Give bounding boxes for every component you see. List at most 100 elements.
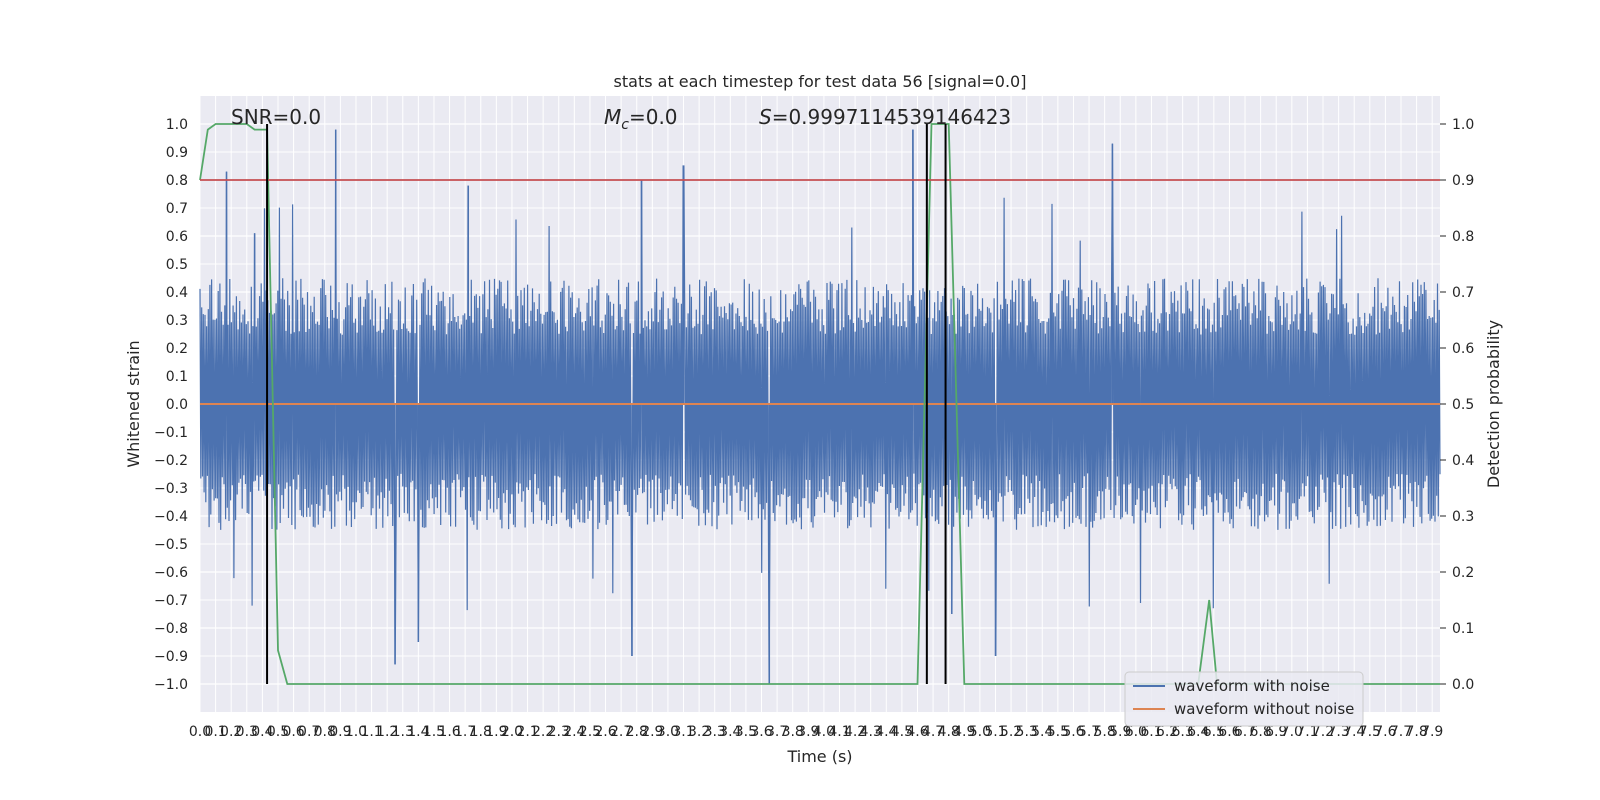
x-tick-label: 0.4 xyxy=(251,724,273,740)
x-tick-label: 5.4 xyxy=(1031,724,1053,740)
x-tick-label: 1.8 xyxy=(470,724,492,740)
y-tick-label: 0.4 xyxy=(166,285,188,301)
y-tick-label: 0.2 xyxy=(166,341,188,357)
x-tick-label: 5.9 xyxy=(1109,724,1131,740)
x-tick-label: 0.3 xyxy=(236,724,258,740)
x-tick-label: 7.9 xyxy=(1421,724,1443,740)
x-tick-label: 1.4 xyxy=(407,724,429,740)
x-tick-label: 6.5 xyxy=(1203,724,1225,740)
y-tick-label: 0.5 xyxy=(166,257,188,273)
chart-title: stats at each timestep for test data 56 … xyxy=(614,72,1027,91)
x-tick-label: 5.2 xyxy=(1000,724,1022,740)
x-tick-label: 3.9 xyxy=(797,724,819,740)
y-right-tick-label: 0.6 xyxy=(1452,341,1474,357)
legend-box xyxy=(1124,671,1364,727)
x-tick-label: 2.5 xyxy=(579,724,601,740)
x-tick-label: 2.7 xyxy=(610,724,632,740)
x-tick-label: 7.0 xyxy=(1281,724,1303,740)
x-tick-label: 2.4 xyxy=(563,724,585,740)
x-tick-label: 4.9 xyxy=(953,724,975,740)
x-tick-label: 3.1 xyxy=(672,724,694,740)
x-tick-label: 0.6 xyxy=(282,724,304,740)
x-tick-label: 2.3 xyxy=(548,724,570,740)
x-tick-label: 1.0 xyxy=(345,724,367,740)
x-tick-label: 3.2 xyxy=(688,724,710,740)
x-tick-label: 1.2 xyxy=(376,724,398,740)
x-tick-label: 0.9 xyxy=(329,724,351,740)
noise-trace xyxy=(199,129,1441,685)
x-tick-label: 7.3 xyxy=(1327,724,1349,740)
x-tick-label: 4.3 xyxy=(860,724,882,740)
x-tick-label: 5.3 xyxy=(1016,724,1038,740)
x-tick-label: 7.8 xyxy=(1405,724,1427,740)
x-tick-label: 5.6 xyxy=(1062,724,1084,740)
x-tick-label: 0.7 xyxy=(298,724,320,740)
axis-ticks: 0.00.10.20.30.40.50.60.70.80.91.01.11.21… xyxy=(154,117,1474,740)
x-tick-label: 3.3 xyxy=(704,724,726,740)
x-tick-label: 5.8 xyxy=(1094,724,1116,740)
legend-label-clean: waveform without noise xyxy=(1174,700,1354,718)
y-tick-label: 0.8 xyxy=(166,173,188,189)
x-tick-label: 5.0 xyxy=(969,724,991,740)
x-tick-label: 7.1 xyxy=(1296,724,1318,740)
x-tick-label: 7.2 xyxy=(1312,724,1334,740)
x-tick-label: 7.5 xyxy=(1359,724,1381,740)
y-tick-label: −0.9 xyxy=(154,649,188,665)
legend: waveform with noise waveform without noi… xyxy=(1124,671,1364,727)
x-tick-label: 0.1 xyxy=(204,724,226,740)
x-tick-label: 5.1 xyxy=(984,724,1006,740)
x-tick-label: 2.6 xyxy=(594,724,616,740)
x-tick-label: 4.0 xyxy=(813,724,835,740)
x-tick-label: 1.5 xyxy=(423,724,445,740)
x-tick-label: 6.0 xyxy=(1125,724,1147,740)
x-tick-label: 6.1 xyxy=(1140,724,1162,740)
x-tick-label: 4.8 xyxy=(938,724,960,740)
y-tick-label: −0.2 xyxy=(154,453,188,469)
legend-label-noise: waveform with noise xyxy=(1174,677,1330,695)
series-waveform-with-noise xyxy=(199,129,1441,685)
y-right-tick-label: 0.0 xyxy=(1452,677,1474,693)
y-axis-title: Whitened strain xyxy=(124,340,143,467)
y-tick-label: 0.7 xyxy=(166,201,188,217)
x-tick-label: 6.2 xyxy=(1156,724,1178,740)
x-tick-label: 4.4 xyxy=(875,724,897,740)
x-tick-label: 3.8 xyxy=(782,724,804,740)
x-tick-label: 4.2 xyxy=(844,724,866,740)
x-tick-label: 4.5 xyxy=(891,724,913,740)
x-tick-label: 5.7 xyxy=(1078,724,1100,740)
x-axis-title: Time (s) xyxy=(786,747,852,766)
x-tick-label: 4.7 xyxy=(922,724,944,740)
x-tick-label: 7.4 xyxy=(1343,724,1365,740)
x-tick-label: 2.0 xyxy=(501,724,523,740)
x-tick-label: 2.1 xyxy=(516,724,538,740)
x-tick-label: 1.1 xyxy=(360,724,382,740)
y-tick-label: −0.6 xyxy=(154,565,188,581)
x-tick-label: 2.8 xyxy=(626,724,648,740)
y-tick-label: 0.0 xyxy=(166,397,188,413)
x-tick-label: 3.5 xyxy=(735,724,757,740)
y-right-tick-label: 0.2 xyxy=(1452,565,1474,581)
x-tick-label: 6.3 xyxy=(1172,724,1194,740)
y-right-tick-label: 0.5 xyxy=(1452,397,1474,413)
x-tick-label: 1.6 xyxy=(438,724,460,740)
y-right-tick-label: 0.3 xyxy=(1452,509,1474,525)
y-tick-label: −0.4 xyxy=(154,509,188,525)
x-tick-label: 4.1 xyxy=(828,724,850,740)
x-tick-label: 0.2 xyxy=(220,724,242,740)
x-tick-label: 3.4 xyxy=(719,724,741,740)
y-right-tick-label: 0.8 xyxy=(1452,229,1474,245)
y-tick-label: 1.0 xyxy=(166,117,188,133)
y-tick-label: 0.6 xyxy=(166,229,188,245)
x-tick-label: 6.6 xyxy=(1218,724,1240,740)
x-tick-label: 3.6 xyxy=(750,724,772,740)
x-tick-label: 2.2 xyxy=(532,724,554,740)
y-axis-right-title: Detection probability xyxy=(1484,320,1503,488)
x-tick-label: 6.8 xyxy=(1249,724,1271,740)
x-tick-label: 3.0 xyxy=(657,724,679,740)
x-tick-label: 6.7 xyxy=(1234,724,1256,740)
x-tick-label: 2.9 xyxy=(641,724,663,740)
y-tick-label: −0.8 xyxy=(154,621,188,637)
y-tick-label: 0.9 xyxy=(166,145,188,161)
x-tick-label: 6.9 xyxy=(1265,724,1287,740)
